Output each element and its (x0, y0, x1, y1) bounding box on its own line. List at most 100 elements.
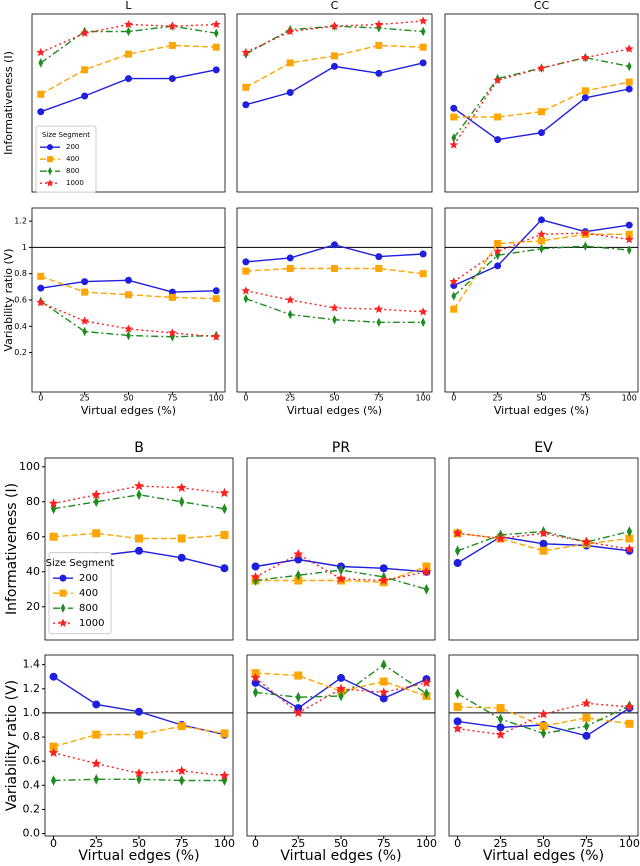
marker (243, 293, 249, 304)
marker (295, 691, 301, 703)
marker (496, 704, 505, 713)
marker (581, 536, 592, 547)
x-axis-label: Virtual edges (%) (483, 848, 604, 864)
marker (49, 672, 58, 681)
marker (626, 245, 632, 255)
marker (537, 63, 546, 72)
marker (374, 304, 384, 313)
marker (135, 534, 143, 543)
y-tick-label: 1.2 (14, 217, 27, 226)
series-line (40, 23, 217, 54)
y-tick-label: 0.4 (23, 778, 41, 791)
x-axis-label: Virtual edges (%) (494, 404, 589, 417)
marker (177, 553, 186, 562)
marker (450, 305, 458, 313)
marker (285, 295, 295, 304)
marker (336, 683, 346, 693)
legend-label: 800 (79, 603, 98, 614)
marker (286, 254, 294, 262)
marker (135, 730, 143, 739)
marker (47, 156, 53, 163)
marker (59, 574, 67, 582)
x-tick-label: 75 (377, 837, 391, 850)
marker (376, 317, 382, 328)
y-tick-label: 0.4 (14, 322, 27, 331)
marker (375, 69, 383, 77)
marker (624, 44, 634, 53)
marker (36, 47, 46, 57)
y-tick-label: 0.8 (14, 269, 27, 278)
marker (48, 498, 59, 508)
marker (91, 489, 102, 499)
marker (221, 503, 228, 515)
marker (211, 332, 221, 341)
marker (336, 573, 346, 583)
x-tick-label: 50 (329, 394, 339, 403)
marker (539, 546, 548, 555)
marker (212, 295, 220, 303)
marker (50, 503, 57, 515)
y-tick-label: 0.2 (23, 802, 41, 815)
marker (375, 264, 383, 272)
x-tick-label: 25 (80, 394, 90, 403)
marker (286, 59, 294, 67)
plot-frame (246, 457, 436, 641)
marker (251, 562, 260, 571)
marker (495, 533, 506, 543)
marker (374, 19, 384, 29)
marker (419, 250, 427, 258)
marker (493, 75, 503, 85)
x-tick-label: 0 (50, 837, 57, 850)
x-tick-label: 75 (579, 837, 593, 850)
y-tick-label: 0.6 (14, 296, 27, 305)
x-tick-label: 25 (494, 837, 508, 850)
marker (59, 589, 67, 597)
legend-box (48, 552, 112, 635)
marker (494, 239, 502, 247)
x-tick-label: 100 (209, 394, 224, 403)
marker (126, 26, 131, 37)
marker (537, 229, 546, 239)
marker (375, 253, 383, 261)
marker (451, 291, 457, 301)
marker (176, 482, 187, 492)
x-tick-label: 0 (252, 837, 259, 850)
marker (38, 58, 44, 68)
marker (539, 244, 544, 254)
marker (332, 314, 337, 325)
series-line (53, 752, 225, 777)
marker (419, 270, 427, 278)
panel-title: C (331, 0, 339, 12)
x-tick-label: 100 (619, 837, 640, 850)
y-tick-label: 80 (26, 495, 40, 508)
marker (92, 730, 101, 739)
marker (179, 496, 185, 508)
marker (47, 167, 53, 176)
x-tick-label: 25 (493, 394, 503, 403)
marker (221, 775, 228, 786)
y-tick-label: 40 (26, 565, 40, 578)
plot-frame (31, 207, 226, 393)
legend-label: 1000 (79, 618, 104, 629)
y-axis-label: Variability ratio (V) (4, 680, 20, 811)
marker (212, 66, 220, 74)
marker (624, 234, 634, 244)
marker (538, 708, 549, 719)
marker (58, 618, 68, 627)
marker (452, 528, 463, 538)
marker (242, 101, 250, 109)
marker (37, 284, 45, 292)
marker (331, 52, 338, 60)
marker (582, 731, 591, 740)
marker (497, 713, 504, 725)
marker (378, 687, 389, 697)
marker (453, 702, 462, 711)
marker (421, 566, 432, 576)
marker (449, 140, 459, 149)
marker (419, 43, 427, 51)
marker (219, 770, 230, 780)
marker (48, 747, 59, 757)
marker (135, 707, 143, 716)
marker (624, 543, 635, 554)
marker (381, 659, 387, 670)
